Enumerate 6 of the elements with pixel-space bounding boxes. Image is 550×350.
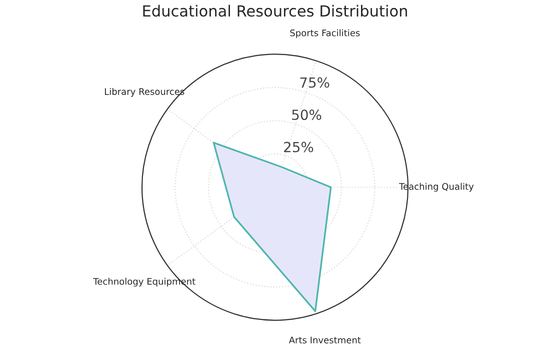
spoke-label: Arts Investment [288,336,361,344]
spoke-label: Sports Facilities [290,29,360,38]
y-tick-label: 25% [284,142,314,152]
y-tick-label: 50% [292,110,322,120]
y-tick-label: 75% [300,77,330,88]
chart-title: Educational Resources Distribution [143,4,407,17]
